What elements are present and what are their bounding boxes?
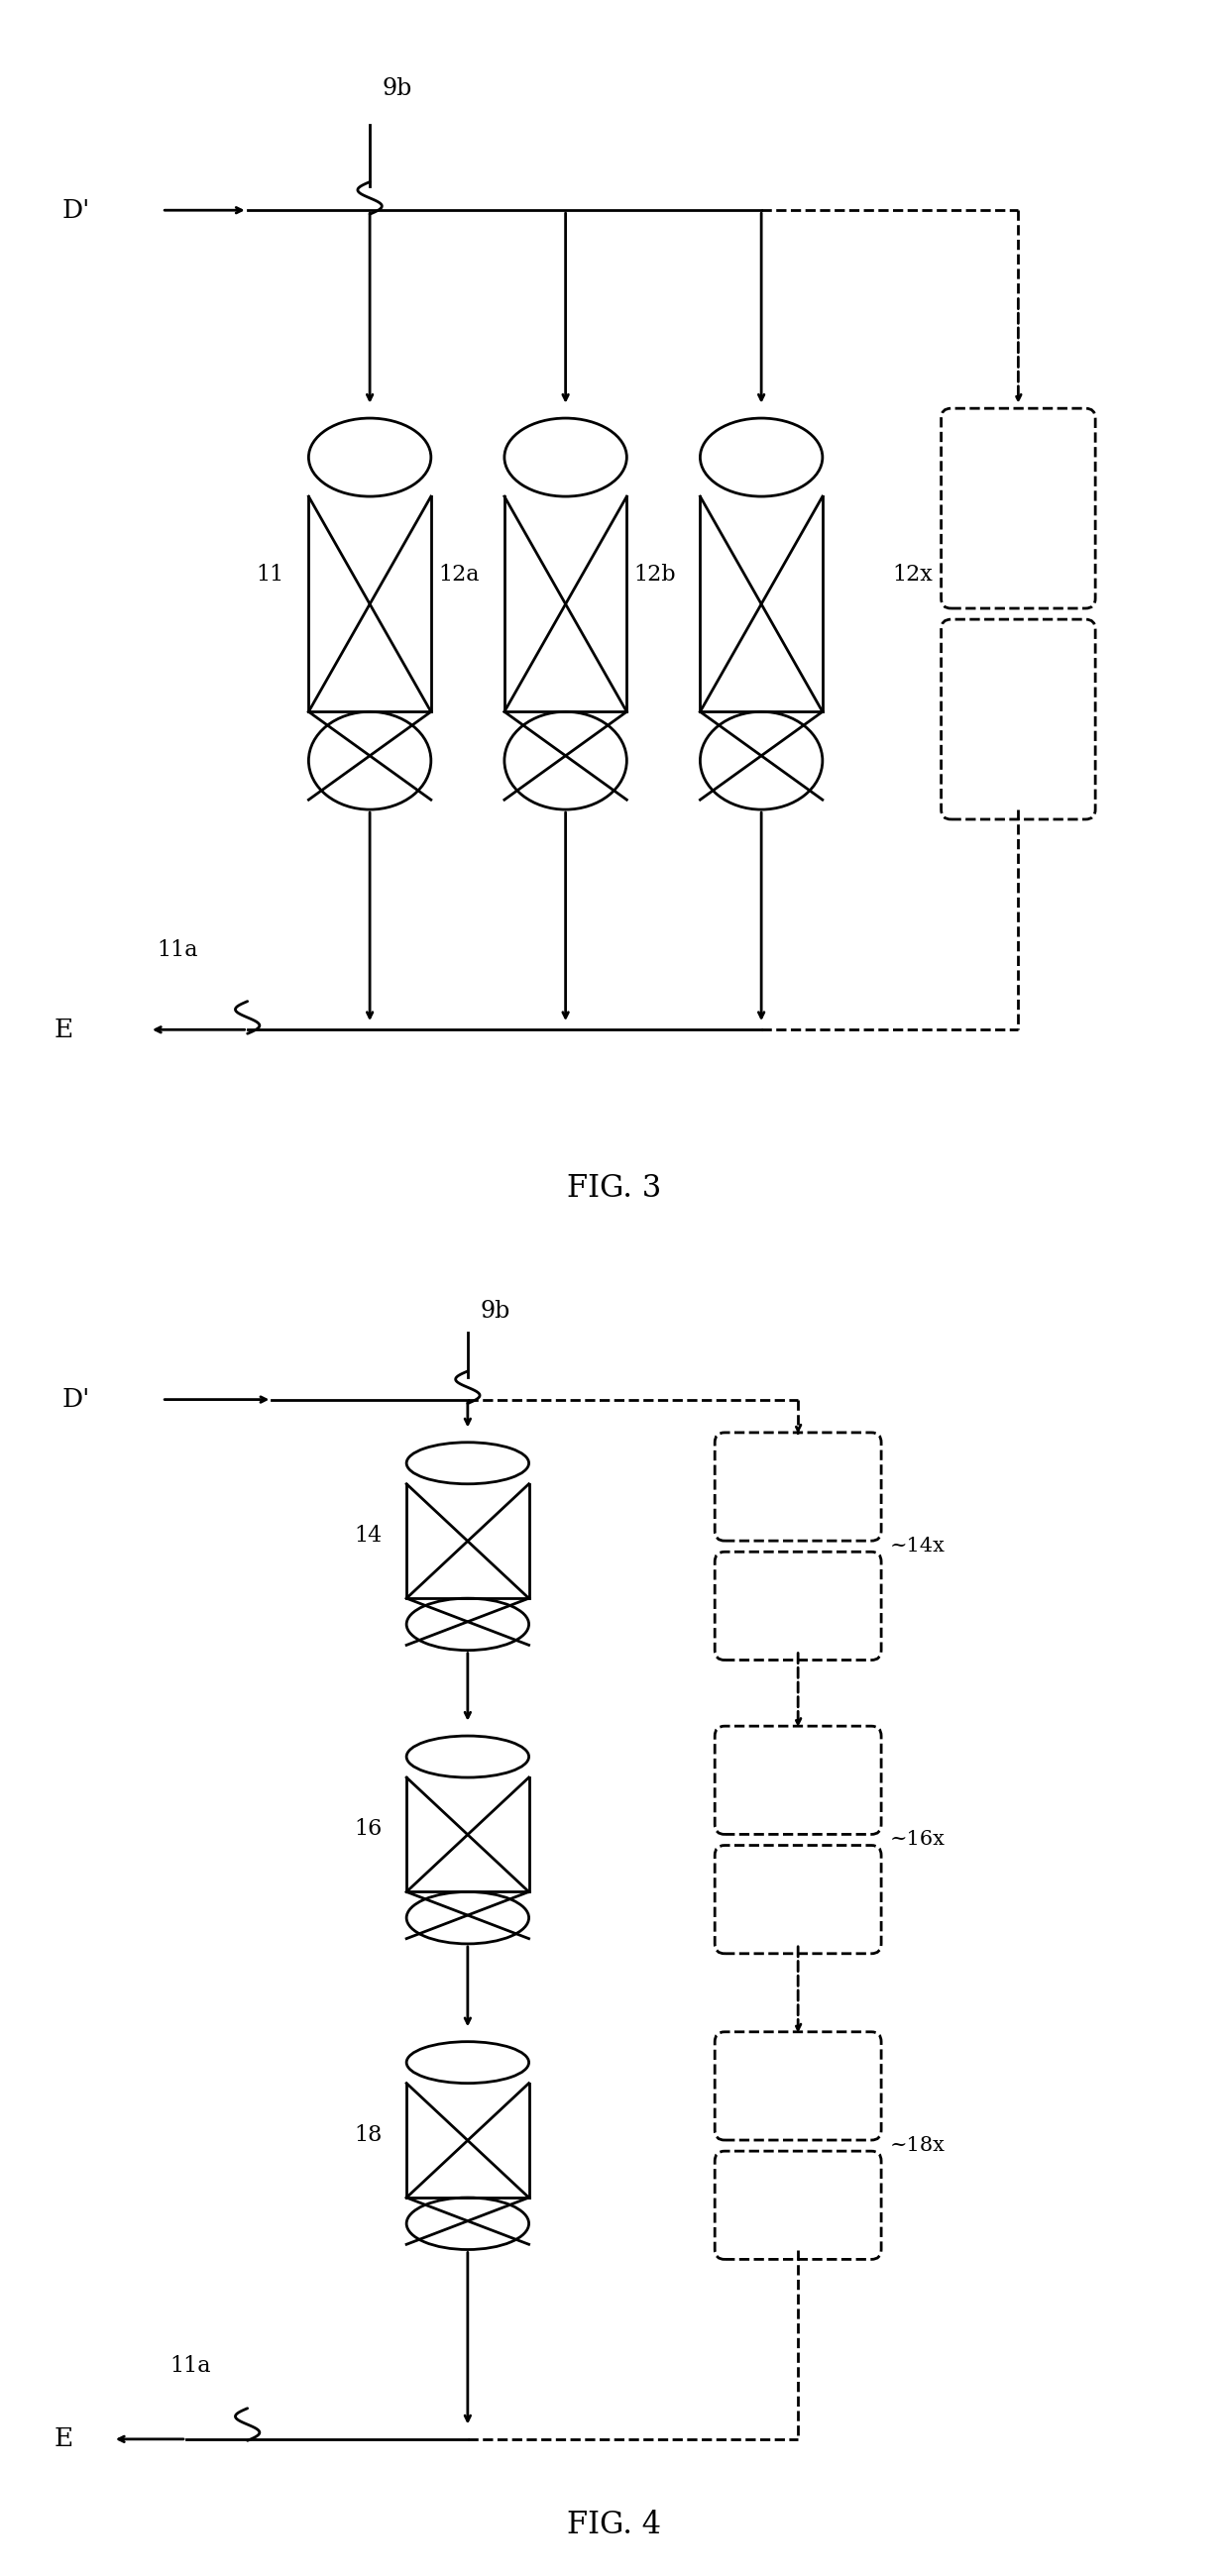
Text: 14: 14 (354, 1525, 382, 1546)
Text: ~18x: ~18x (890, 2136, 945, 2156)
Text: 11a: 11a (157, 940, 199, 961)
Text: D': D' (63, 198, 90, 222)
Text: 11: 11 (256, 564, 284, 585)
Text: FIG. 3: FIG. 3 (568, 1172, 661, 1203)
Text: E: E (54, 1018, 74, 1043)
Text: E: E (54, 2427, 74, 2452)
Text: D': D' (63, 1386, 90, 1412)
Text: FIG. 4: FIG. 4 (568, 2509, 661, 2540)
Text: ~16x: ~16x (890, 1832, 945, 1850)
Text: 12a: 12a (439, 564, 479, 585)
Text: ~14x: ~14x (890, 1538, 945, 1556)
Text: 9b: 9b (382, 77, 412, 100)
Text: 16: 16 (354, 1819, 382, 1839)
Text: 18: 18 (354, 2125, 382, 2146)
Text: 11a: 11a (170, 2354, 210, 2378)
Text: 12x: 12x (892, 564, 933, 585)
Text: 12b: 12b (633, 564, 676, 585)
Text: 9b: 9b (479, 1301, 510, 1321)
